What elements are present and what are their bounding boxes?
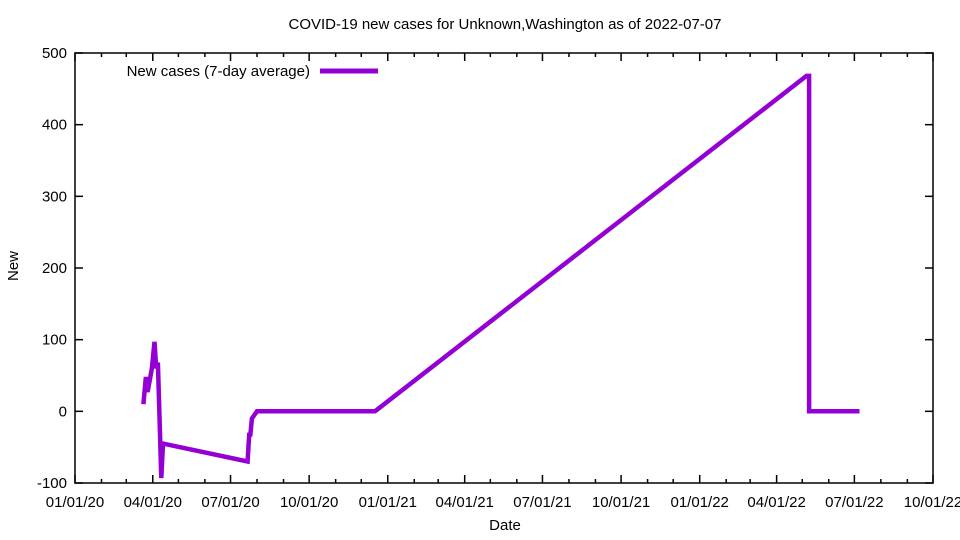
x-tick-label: 10/01/21 (592, 494, 650, 511)
legend: New cases (7-day average) (127, 63, 378, 80)
chart-title: COVID-19 new cases for Unknown,Washingto… (288, 16, 721, 33)
y-tick-label: 100 (42, 332, 67, 349)
plot-border-rect (74, 52, 934, 484)
x-axis-ticks: 01/01/20 04/01/20 07/01/20 10/01/20 01/01/21… (46, 53, 960, 511)
y-tick-label: 400 (42, 117, 67, 134)
x-tick-label: 01/01/22 (671, 494, 729, 511)
x-tick-label: 01/01/20 (46, 494, 104, 511)
legend-series-label: New cases (7-day average) (127, 63, 310, 80)
y-tick-label: 0 (59, 403, 67, 420)
series-line (141, 73, 860, 479)
y-tick-label: 500 (42, 45, 67, 62)
plot-border (74, 52, 934, 484)
x-tick-label: 07/01/21 (513, 494, 571, 511)
x-tick-label: 10/01/22 (904, 494, 960, 511)
x-tick-label: 01/01/21 (359, 494, 417, 511)
series-line-group (141, 73, 860, 479)
y-tick-label: -100 (37, 475, 67, 492)
y-axis-ticks: -100 0 100 200 300 400 500 (37, 45, 933, 492)
x-tick-label: 04/01/20 (124, 494, 182, 511)
x-tick-label: 04/01/21 (435, 494, 493, 511)
x-tick-label: 04/01/22 (747, 494, 805, 511)
y-axis-label: New (5, 251, 22, 281)
x-tick-label: 07/01/22 (825, 494, 883, 511)
x-tick-label: 07/01/20 (201, 494, 259, 511)
x-axis-label: Date (489, 517, 521, 534)
x-tick-label: 10/01/20 (280, 494, 338, 511)
y-tick-label: 200 (42, 260, 67, 277)
y-tick-label: 300 (42, 188, 67, 205)
